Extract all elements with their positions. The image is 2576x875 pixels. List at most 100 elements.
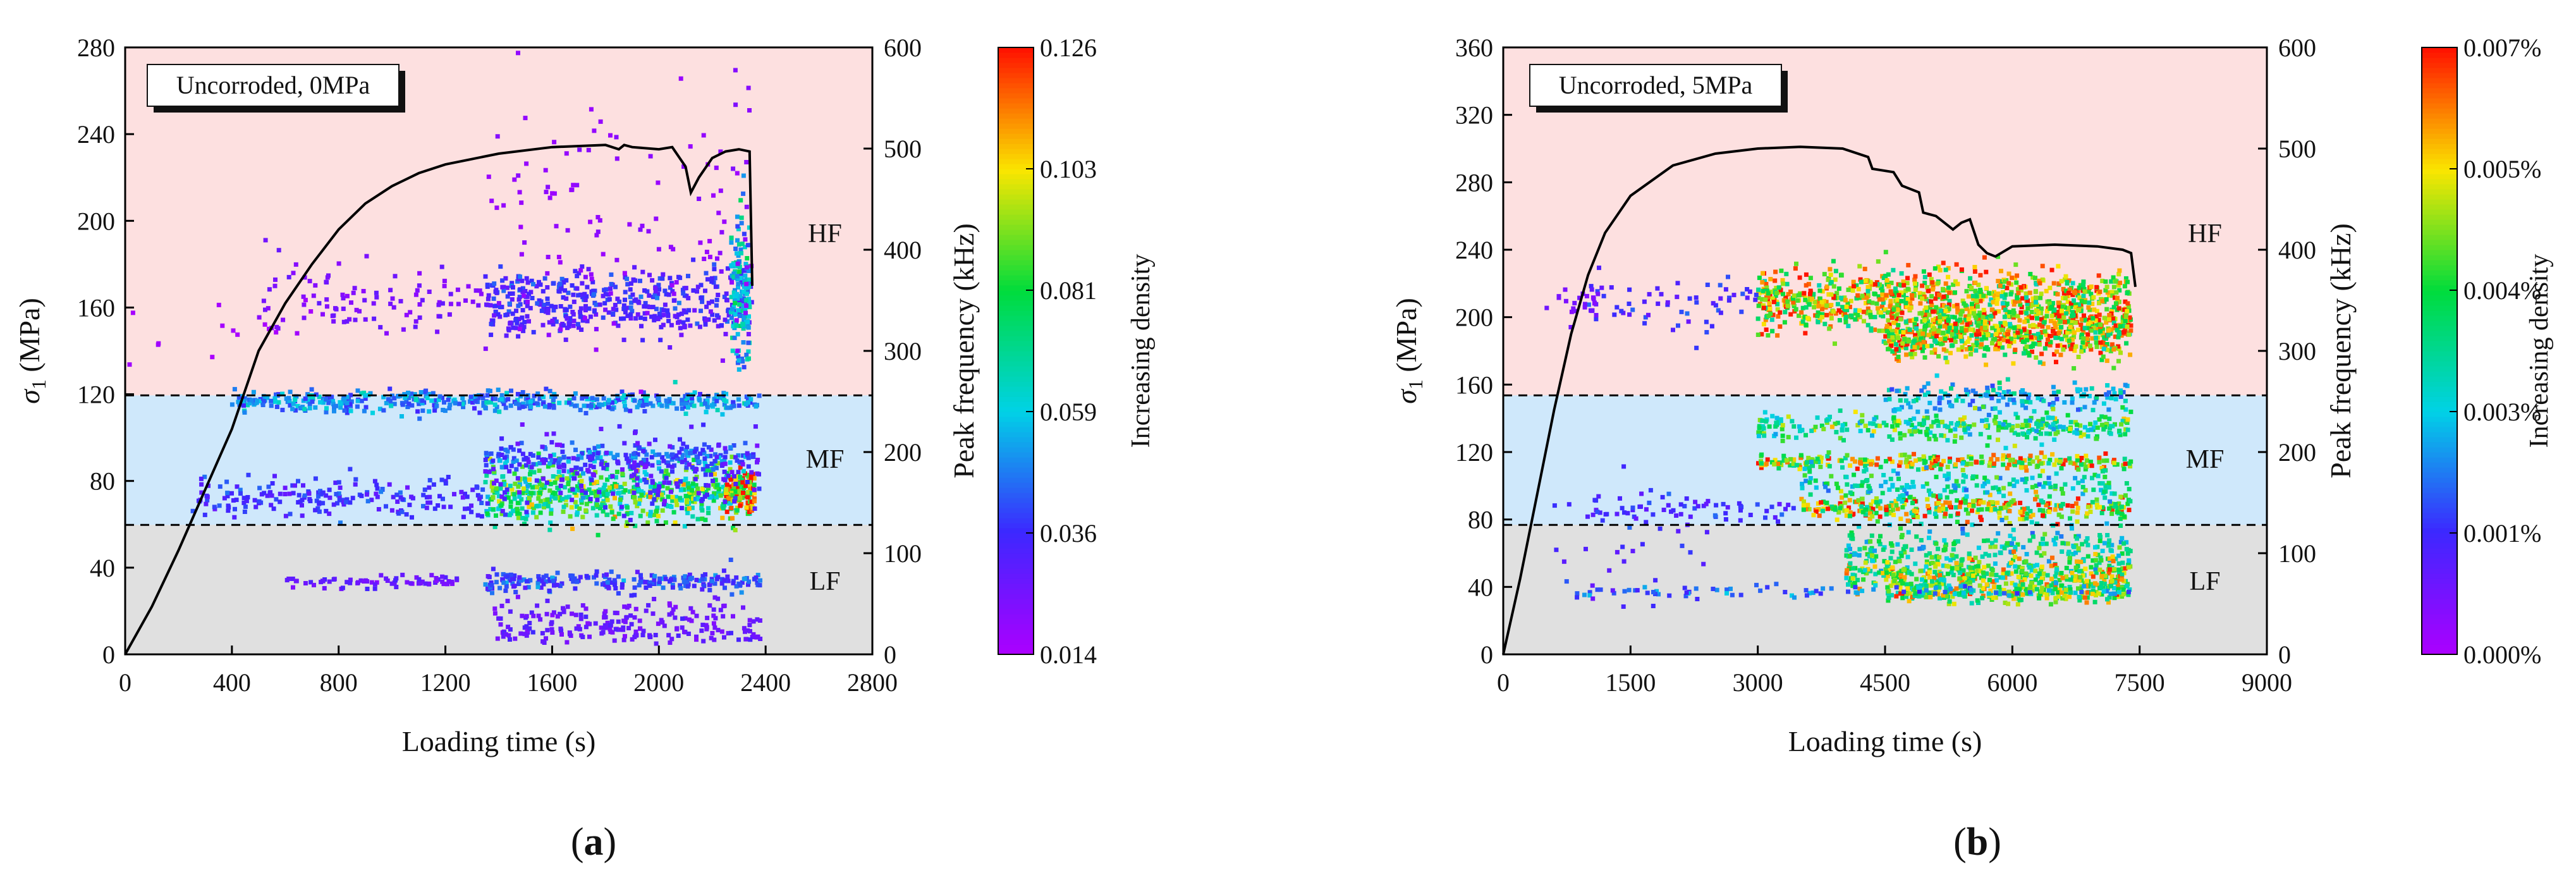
ae-point bbox=[712, 625, 717, 630]
ae-point bbox=[1953, 290, 1957, 295]
ae-point bbox=[274, 330, 279, 335]
ae-point bbox=[712, 276, 717, 281]
ae-point bbox=[2081, 330, 2086, 335]
ae-point bbox=[1824, 303, 1829, 308]
ae-point bbox=[642, 316, 647, 321]
ae-point bbox=[742, 626, 747, 631]
ae-point bbox=[1808, 291, 1812, 297]
ae-point bbox=[257, 486, 262, 491]
ae-point bbox=[2104, 341, 2109, 346]
ae-point bbox=[2080, 345, 2084, 350]
ae-point bbox=[582, 315, 587, 321]
ae-point bbox=[724, 391, 729, 396]
ae-point bbox=[1901, 283, 1907, 288]
ae-point bbox=[530, 630, 535, 635]
ae-point bbox=[509, 388, 513, 393]
ae-point bbox=[2027, 329, 2032, 334]
ae-point bbox=[715, 256, 719, 261]
ae-point bbox=[688, 144, 693, 149]
ae-point bbox=[725, 266, 730, 271]
ae-point bbox=[747, 300, 752, 305]
ae-point bbox=[636, 487, 641, 493]
ae-point bbox=[728, 501, 733, 506]
ae-point bbox=[311, 293, 316, 298]
ae-point bbox=[587, 450, 592, 455]
ae-point bbox=[408, 310, 413, 315]
ae-point bbox=[684, 577, 689, 582]
ae-point bbox=[2003, 292, 2008, 297]
ae-point bbox=[2041, 361, 2046, 366]
ae-point bbox=[551, 405, 556, 410]
colorbar-segment bbox=[998, 493, 1034, 498]
ae-point bbox=[691, 257, 696, 262]
ae-point bbox=[657, 452, 662, 457]
ae-point bbox=[455, 576, 460, 581]
colorbar-segment bbox=[998, 341, 1034, 346]
ae-point bbox=[1896, 293, 1901, 298]
ae-point bbox=[549, 627, 554, 632]
ae-point bbox=[2039, 291, 2044, 297]
ae-point bbox=[2123, 319, 2128, 324]
ae-point bbox=[2127, 332, 2132, 337]
ae-point bbox=[2006, 344, 2011, 348]
ae-point bbox=[703, 472, 708, 477]
ae-point bbox=[1927, 272, 1932, 277]
ae-point bbox=[1910, 296, 1915, 301]
ae-point bbox=[2113, 301, 2118, 306]
ae-point bbox=[1974, 335, 1979, 340]
ae-point bbox=[692, 584, 697, 589]
ae-point bbox=[644, 585, 649, 590]
ae-point bbox=[488, 506, 493, 511]
ae-point bbox=[745, 289, 750, 294]
ae-point bbox=[521, 486, 526, 491]
ae-point bbox=[670, 445, 675, 450]
ae-point bbox=[541, 401, 546, 407]
ae-point bbox=[1778, 324, 1783, 329]
ae-point bbox=[263, 238, 268, 243]
ae-point bbox=[1955, 281, 1960, 286]
ae-point bbox=[695, 486, 700, 491]
ae-point bbox=[352, 286, 357, 291]
ae-point bbox=[517, 405, 522, 410]
ae-point bbox=[2031, 333, 2036, 338]
ae-point bbox=[605, 512, 610, 517]
ae-point bbox=[546, 464, 551, 469]
ae-point bbox=[642, 465, 647, 470]
ae-point bbox=[1973, 288, 1978, 293]
ae-point bbox=[570, 498, 575, 503]
ae-point bbox=[1914, 317, 1919, 322]
ae-point bbox=[653, 289, 658, 294]
ae-point bbox=[709, 447, 714, 452]
ae-point bbox=[639, 324, 644, 329]
ae-point bbox=[746, 269, 751, 273]
ae-point bbox=[2059, 279, 2064, 284]
ae-point bbox=[1887, 322, 1892, 327]
ae-point bbox=[660, 484, 665, 489]
ae-point bbox=[654, 518, 659, 523]
ae-point bbox=[614, 257, 620, 262]
ae-point bbox=[492, 313, 497, 318]
ae-point bbox=[735, 238, 740, 243]
ae-point bbox=[1800, 305, 1805, 310]
ae-point bbox=[2094, 288, 2099, 293]
ae-point bbox=[659, 403, 664, 408]
ae-point bbox=[540, 289, 546, 294]
ae-point bbox=[1756, 303, 1761, 309]
ae-point bbox=[1780, 278, 1785, 283]
ae-point bbox=[705, 405, 710, 410]
ae-point bbox=[724, 485, 729, 490]
ae-point bbox=[1831, 284, 1836, 289]
ae-point bbox=[421, 493, 426, 498]
ae-point bbox=[499, 511, 504, 517]
ae-point bbox=[2034, 355, 2039, 360]
ae-point bbox=[127, 362, 132, 367]
ae-point bbox=[284, 396, 289, 401]
ae-point bbox=[2048, 334, 2052, 338]
ae-point bbox=[429, 398, 434, 403]
ae-point bbox=[1924, 297, 1929, 302]
ae-point bbox=[1931, 309, 1936, 314]
ae-point bbox=[1936, 354, 1941, 359]
ae-point bbox=[1918, 301, 1923, 306]
ae-point bbox=[1972, 265, 1977, 269]
ae-point bbox=[1839, 295, 1844, 300]
